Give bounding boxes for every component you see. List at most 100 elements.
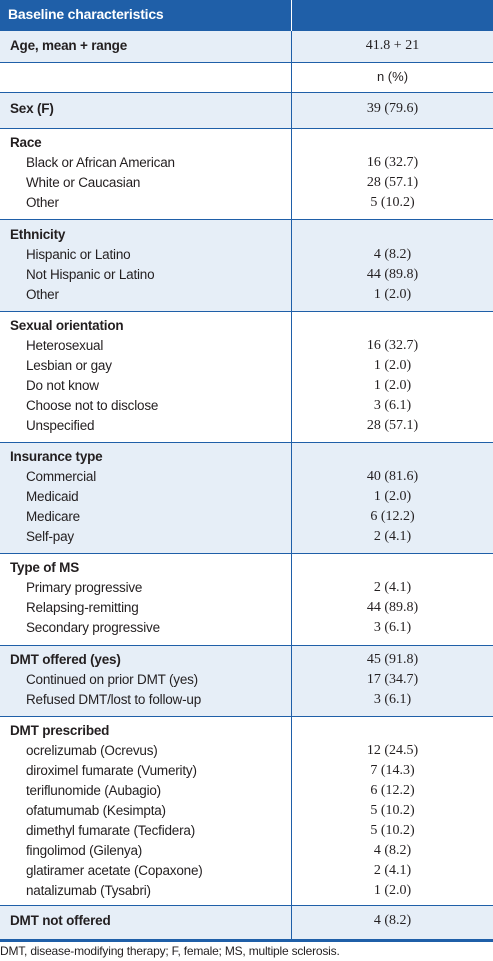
- row-value: 1 (2.0): [373, 489, 412, 504]
- table-row: Medicaid 1 (2.0): [0, 487, 493, 507]
- divider: [0, 442, 493, 443]
- table-row: Self-pay 2 (4.1): [0, 527, 493, 547]
- row-value: 1 (2.0): [373, 378, 412, 393]
- section-title-row: Race: [0, 133, 493, 153]
- row-label: Other: [26, 195, 59, 210]
- divider: [0, 716, 493, 717]
- footnote: DMT, disease-modifying therapy; F, femal…: [0, 944, 340, 958]
- dmt-not-offered-section: DMT not offered 4 (8.2): [0, 905, 493, 939]
- row-label: Secondary progressive: [26, 620, 160, 635]
- row-label: DMT not offered: [10, 913, 111, 928]
- table-row: Hispanic or Latino 4 (8.2): [0, 245, 493, 265]
- table-row: Do not know 1 (2.0): [0, 376, 493, 396]
- row-label: Choose not to disclose: [26, 398, 159, 413]
- row-label: diroximel fumarate (Vumerity): [26, 763, 197, 778]
- section-title-row: Type of MS: [0, 558, 493, 578]
- row-value: 6 (12.2): [370, 509, 415, 524]
- row-label: fingolimod (Gilenya): [26, 843, 143, 858]
- row-label: Primary progressive: [26, 580, 143, 595]
- section-title: DMT offered (yes): [10, 652, 121, 667]
- section-title-row: DMT prescribed: [0, 721, 493, 741]
- table-row: Age, mean + range 41.8 + 21: [0, 36, 493, 56]
- row-value: 2 (4.1): [373, 529, 412, 544]
- section-title-row: Sexual orientation: [0, 316, 493, 336]
- divider: [0, 92, 493, 93]
- dmt-prescribed-section: DMT prescribed ocrelizumab (Ocrevus) 12 …: [0, 716, 493, 905]
- row-value: 44 (89.8): [366, 267, 419, 282]
- age-section: Age, mean + range 41.8 + 21: [0, 31, 493, 62]
- ms-type-section: Type of MS Primary progressive 2 (4.1) R…: [0, 553, 493, 645]
- table-row: Primary progressive 2 (4.1): [0, 578, 493, 598]
- row-label: natalizumab (Tysabri): [26, 883, 151, 898]
- table-row: Other 5 (10.2): [0, 193, 493, 213]
- row-value: 2 (4.1): [373, 863, 412, 878]
- header-divider: [291, 0, 292, 31]
- row-label: Self-pay: [26, 529, 74, 544]
- section-title: Race: [10, 135, 42, 150]
- divider: [0, 219, 493, 220]
- table-row: Secondary progressive 3 (6.1): [0, 618, 493, 638]
- row-label: Do not know: [26, 378, 99, 393]
- row-label: Sex (F): [10, 101, 54, 116]
- row-value: 45 (91.8): [366, 652, 419, 667]
- row-value: 3 (6.1): [373, 398, 412, 413]
- section-title: DMT prescribed: [10, 723, 110, 738]
- divider: [0, 905, 493, 906]
- table-row: Heterosexual 16 (32.7): [0, 336, 493, 356]
- table-row: Unspecified 28 (57.1): [0, 416, 493, 436]
- row-label: Medicare: [26, 509, 80, 524]
- table-header: Baseline characteristics: [0, 0, 493, 31]
- row-value: 3 (6.1): [373, 620, 412, 635]
- section-title: Sexual orientation: [10, 318, 124, 333]
- row-label: Black or African American: [26, 155, 175, 170]
- sexual-orientation-section: Sexual orientation Heterosexual 16 (32.7…: [0, 311, 493, 442]
- row-value: 5 (10.2): [370, 195, 415, 210]
- section-title: Insurance type: [10, 449, 103, 464]
- row-value: 1 (2.0): [373, 883, 412, 898]
- table-row: DMT offered (yes) 45 (91.8): [0, 650, 493, 670]
- table-title: Baseline characteristics: [8, 6, 164, 22]
- table-row: glatiramer acetate (Copaxone) 2 (4.1): [0, 861, 493, 881]
- row-value: 28 (57.1): [366, 418, 419, 433]
- row-label: dimethyl fumarate (Tecfidera): [26, 823, 196, 838]
- table-row: teriflunomide (Aubagio) 6 (12.2): [0, 781, 493, 801]
- table-row: DMT not offered 4 (8.2): [0, 911, 493, 931]
- divider: [0, 553, 493, 554]
- table-row: fingolimod (Gilenya) 4 (8.2): [0, 841, 493, 861]
- row-label: Unspecified: [26, 418, 95, 433]
- row-label: ocrelizumab (Ocrevus): [26, 743, 158, 758]
- row-label: Relapsing-remitting: [26, 600, 139, 615]
- sex-section: Sex (F) 39 (79.6): [0, 92, 493, 128]
- row-label: Age, mean + range: [10, 38, 128, 53]
- row-label: Continued on prior DMT (yes): [26, 672, 198, 687]
- row-label: Commercial: [26, 469, 97, 484]
- column-header-section: n (%): [0, 62, 493, 92]
- table-row: Other 1 (2.0): [0, 285, 493, 305]
- row-value: 16 (32.7): [366, 338, 419, 353]
- row-value: 41.8 + 21: [365, 38, 420, 53]
- row-label: Lesbian or gay: [26, 358, 112, 373]
- row-value: 1 (2.0): [373, 287, 412, 302]
- table-row: dimethyl fumarate (Tecfidera) 5 (10.2): [0, 821, 493, 841]
- table-row: Relapsing-remitting 44 (89.8): [0, 598, 493, 618]
- table-bottom-rule: [0, 939, 493, 942]
- table-row: Black or African American 16 (32.7): [0, 153, 493, 173]
- row-label: Medicaid: [26, 489, 79, 504]
- section-title-row: Ethnicity: [0, 225, 493, 245]
- table-row: Lesbian or gay 1 (2.0): [0, 356, 493, 376]
- divider: [0, 128, 493, 129]
- insurance-section: Insurance type Commercial 40 (81.6) Medi…: [0, 442, 493, 553]
- divider: [0, 311, 493, 312]
- divider: [0, 62, 493, 63]
- row-value: 3 (6.1): [373, 692, 412, 707]
- row-label: Refused DMT/lost to follow-up: [26, 692, 202, 707]
- section-title-row: Insurance type: [0, 447, 493, 467]
- row-label: Hispanic or Latino: [26, 247, 131, 262]
- table-row: n (%): [0, 67, 493, 87]
- row-label: Other: [26, 287, 59, 302]
- row-value: 44 (89.8): [366, 600, 419, 615]
- table-row: natalizumab (Tysabri) 1 (2.0): [0, 881, 493, 901]
- ethnicity-section: Ethnicity Hispanic or Latino 4 (8.2) Not…: [0, 219, 493, 311]
- dmt-offered-section: DMT offered (yes) 45 (91.8) Continued on…: [0, 645, 493, 716]
- table-row: White or Caucasian 28 (57.1): [0, 173, 493, 193]
